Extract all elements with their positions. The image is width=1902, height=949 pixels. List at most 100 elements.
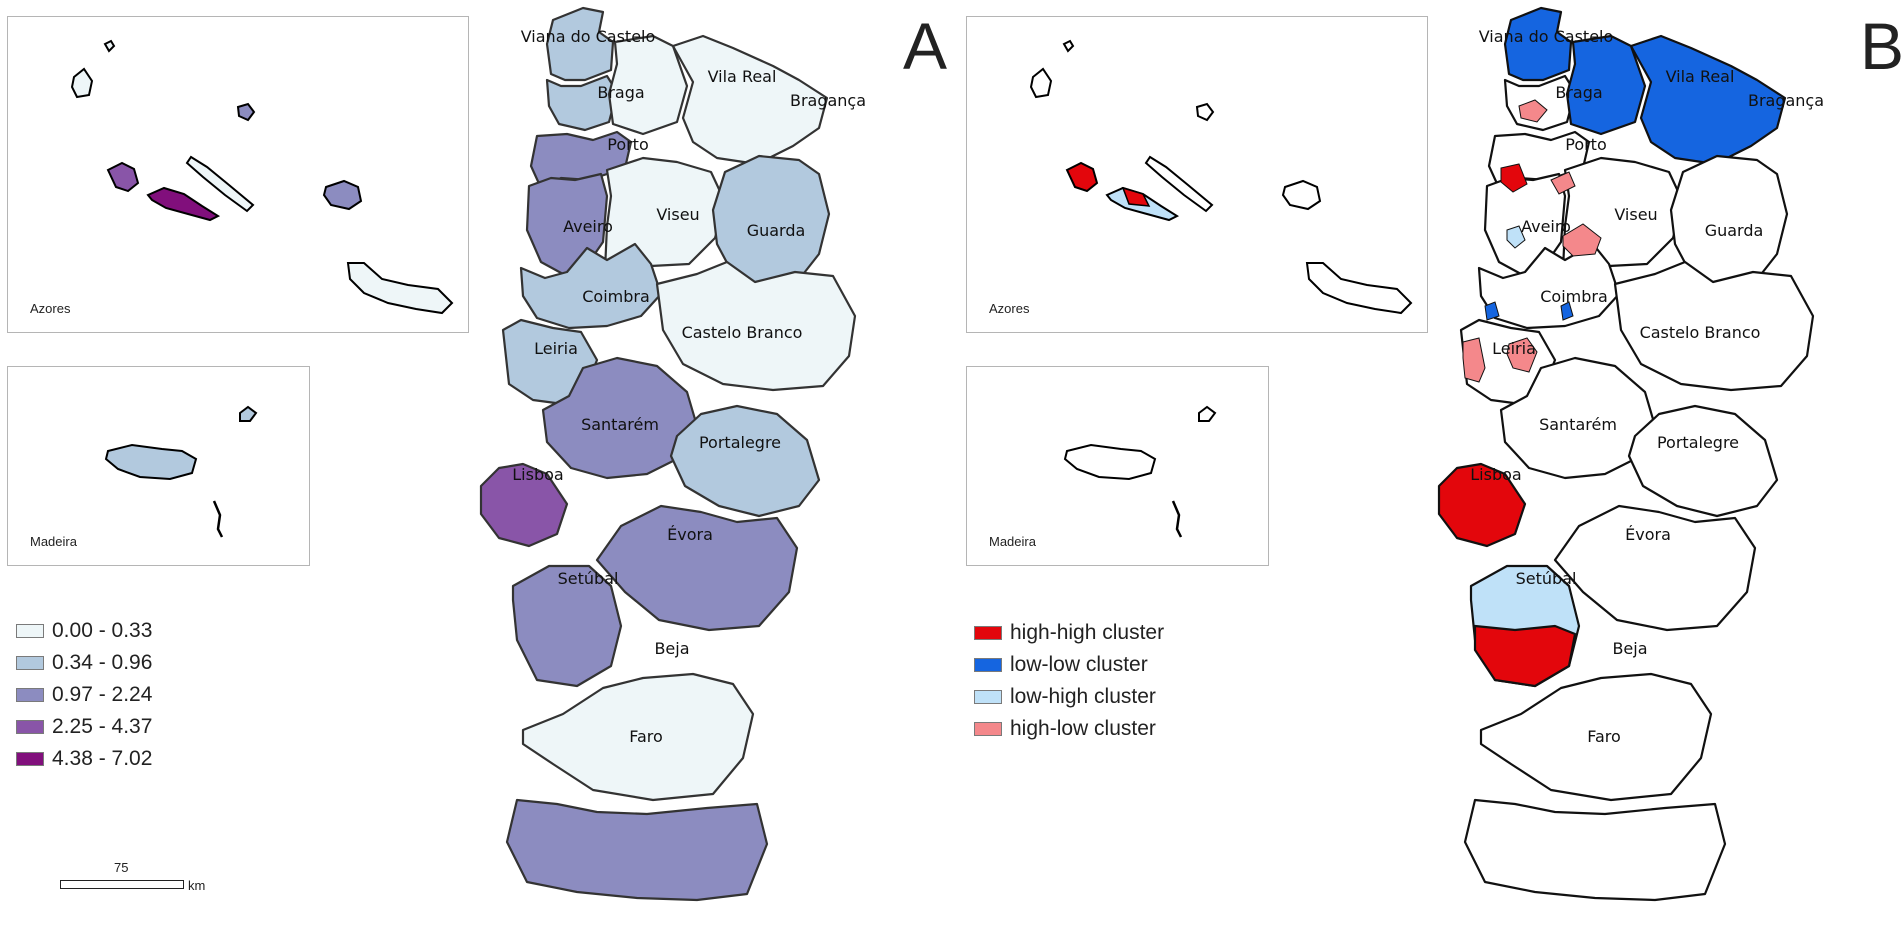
azores-inset-b: Azores [966, 16, 1428, 333]
legend-b-item-1: low-low cluster [974, 649, 1164, 681]
district-coimbra-b [1477, 242, 1621, 330]
panel-letter-a: A [903, 9, 948, 83]
legend-a-label-1: 0.34 - 0.96 [52, 651, 153, 674]
legend-b-swatch-0 [974, 626, 1002, 640]
legend-b-item-2: low-high cluster [974, 681, 1164, 713]
label-porto-a: Porto [607, 135, 649, 154]
island-sao-jorge-b [1144, 155, 1214, 213]
legend-a-swatch-3 [16, 720, 44, 734]
island-porto-santo-b [1198, 405, 1217, 422]
label-faro-b: Faro [1587, 727, 1621, 746]
island-desertas-b [1171, 500, 1183, 538]
label-leiria-b: Leiria [1492, 339, 1536, 358]
district-portalegre-b [1627, 404, 1779, 518]
label-guarda-b: Guarda [1705, 221, 1764, 240]
legend-a-item-3: 2.25 - 4.37 [16, 711, 152, 743]
panel-letter-b: B [1860, 9, 1902, 83]
label-faro-a: Faro [629, 727, 663, 746]
district-faro-b [1463, 798, 1727, 902]
cluster-viseu-hl [1562, 223, 1602, 257]
legend-a-swatch-2 [16, 688, 44, 702]
island-flores-b [1029, 67, 1053, 99]
label-viseu-b: Viseu [1614, 205, 1657, 224]
label-coimbra-a: Coimbra [582, 287, 650, 306]
legend-a-swatch-4 [16, 752, 44, 766]
cluster-aveiro-lh [1506, 225, 1526, 249]
island-corvo [103, 39, 116, 53]
legend-a-label-4: 4.38 - 7.02 [52, 747, 153, 770]
district-lisboa-a [479, 462, 569, 548]
label-santarem-b: Santarém [1539, 415, 1617, 434]
label-beja-a: Beja [654, 639, 689, 658]
label-leiria-a: Leiria [534, 339, 578, 358]
cluster-aveiro-ll [1484, 301, 1500, 321]
district-faro-a [505, 798, 769, 902]
label-braga-b: Braga [1555, 83, 1602, 102]
label-vilareal-a: Vila Real [708, 67, 777, 86]
label-castelobranco-a: Castelo Branco [682, 323, 803, 342]
cluster-leiria-hl [1462, 337, 1486, 383]
legend-a-item-1: 0.34 - 0.96 [16, 647, 152, 679]
district-guarda-a [711, 154, 831, 294]
cluster-porto-hl [1550, 171, 1576, 195]
madeira-map-a [104, 405, 258, 538]
district-coimbra-a [519, 242, 663, 330]
label-evora-b: Évora [1625, 525, 1671, 544]
legend-a-swatch-0 [16, 624, 44, 638]
island-desertas [212, 500, 224, 538]
island-sao-jorge [185, 155, 255, 213]
district-setubal-a [511, 564, 623, 688]
madeira-inset-b: Madeira [966, 366, 1269, 566]
district-vilareal-a [607, 34, 689, 136]
district-viana-a [545, 6, 615, 82]
district-setubal-hh-b [1473, 624, 1577, 688]
district-castelobranco-a [655, 260, 857, 392]
label-santarem-a: Santarém [581, 415, 659, 434]
legend-a-label-2: 0.97 - 2.24 [52, 683, 153, 706]
legend-b-label-3: high-low cluster [1010, 717, 1156, 740]
island-sao-miguel [346, 262, 454, 315]
label-braganca-b: Bragança [1748, 91, 1824, 110]
label-setubal-b: Setúbal [1516, 569, 1577, 588]
label-porto-b: Porto [1565, 135, 1607, 154]
label-castelobranco-b: Castelo Branco [1640, 323, 1761, 342]
legend-b-swatch-3 [974, 722, 1002, 736]
island-pico-cluster-b [1121, 186, 1151, 207]
label-braganca-a: Bragança [790, 91, 866, 110]
island-terceira-b [1281, 179, 1322, 211]
label-coimbra-b: Coimbra [1540, 287, 1608, 306]
madeira-label-a: Madeira [30, 534, 77, 549]
mainland-map-a: Viana do Castelo Vila Real Braga Braganç… [479, 6, 866, 902]
district-guarda-b [1669, 154, 1789, 294]
label-viana-b: Viana do Castelo [1479, 27, 1614, 46]
island-porto-santo [239, 405, 258, 422]
label-aveiro-a: Aveiro [563, 217, 613, 236]
legend-a-item-4: 4.38 - 7.02 [16, 743, 152, 775]
district-braganca-a [671, 34, 829, 166]
island-flores [70, 67, 94, 99]
scale-unit: km [188, 878, 206, 893]
district-beja-b [1479, 672, 1713, 802]
azores-inset-a: Azores [7, 16, 469, 333]
azores-label-a: Azores [30, 301, 71, 316]
azores-label-b: Azores [989, 301, 1030, 316]
label-lisboa-b: Lisboa [1470, 465, 1521, 484]
legend-b-item-0: high-high cluster [974, 617, 1164, 649]
island-madeira [104, 443, 198, 481]
cluster-braga-hl [1518, 99, 1548, 123]
district-castelobranco-b [1613, 260, 1815, 392]
legend-b-swatch-2 [974, 690, 1002, 704]
legend-a: 0.00 - 0.33 0.34 - 0.96 0.97 - 2.24 2.25… [16, 615, 152, 775]
label-braga-a: Braga [597, 83, 644, 102]
legend-b-item-3: high-low cluster [974, 713, 1164, 745]
legend-a-item-0: 0.00 - 0.33 [16, 615, 152, 647]
district-evora-b [1553, 504, 1757, 632]
island-terceira [322, 179, 363, 211]
district-beja-a [521, 672, 755, 802]
madeira-map-b [1063, 405, 1217, 538]
label-setubal-a: Setúbal [558, 569, 619, 588]
district-portalegre-a [669, 404, 821, 518]
legend-b: high-high cluster low-low cluster low-hi… [974, 617, 1164, 745]
district-lisboa-b [1437, 462, 1527, 548]
district-viana-b [1503, 6, 1573, 82]
